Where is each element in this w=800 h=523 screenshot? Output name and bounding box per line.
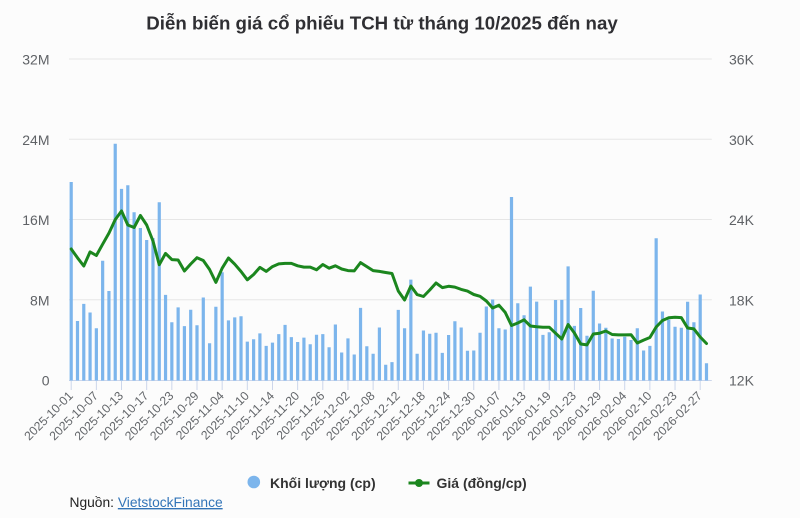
svg-text:0: 0 bbox=[42, 373, 50, 389]
svg-text:Diễn biến giá cổ phiếu TCH từ: Diễn biến giá cổ phiếu TCH từ tháng 10/2… bbox=[146, 13, 618, 34]
svg-text:16M: 16M bbox=[22, 212, 49, 228]
svg-text:24K: 24K bbox=[729, 212, 755, 228]
svg-text:18K: 18K bbox=[729, 292, 755, 308]
svg-text:Nguồn: VietstockFinance: Nguồn: VietstockFinance bbox=[70, 495, 223, 510]
svg-text:Khối lượng (cp): Khối lượng (cp) bbox=[270, 475, 376, 491]
svg-text:30K: 30K bbox=[729, 132, 755, 148]
svg-text:32M: 32M bbox=[22, 52, 49, 68]
svg-text:36K: 36K bbox=[729, 52, 755, 68]
svg-text:12K: 12K bbox=[729, 373, 755, 389]
svg-text:8M: 8M bbox=[30, 292, 49, 308]
svg-text:Giá (đồng/cp): Giá (đồng/cp) bbox=[437, 475, 527, 491]
svg-text:24M: 24M bbox=[22, 132, 49, 148]
